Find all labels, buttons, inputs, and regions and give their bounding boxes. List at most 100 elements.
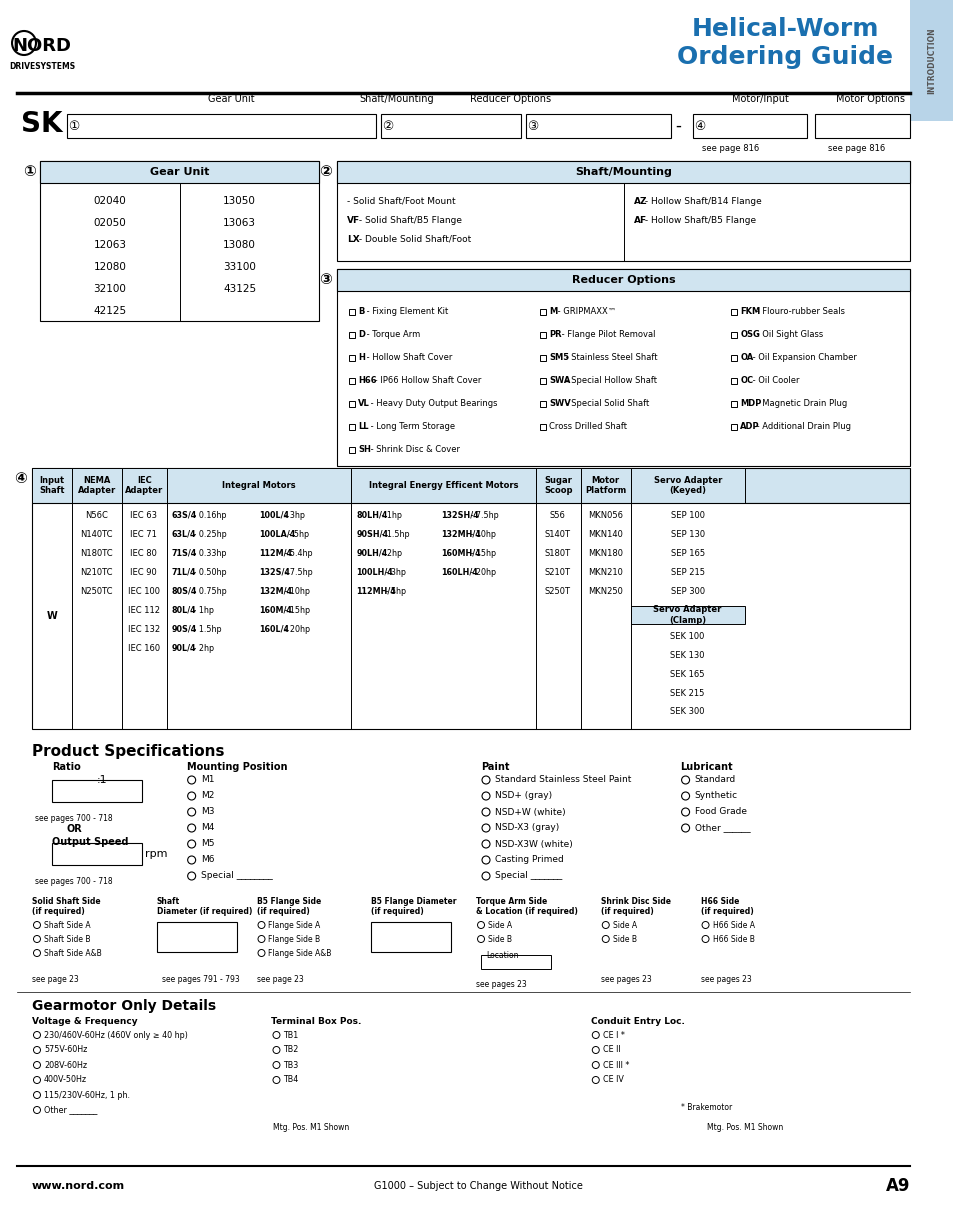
Text: ④: ④ [14,470,28,486]
Text: SEP 130: SEP 130 [670,530,704,538]
Text: - Special Hollow Shaft: - Special Hollow Shaft [562,376,657,385]
Text: TB3: TB3 [283,1061,298,1070]
Text: B: B [358,306,364,315]
Text: Location: Location [485,950,518,960]
Text: see pages 23: see pages 23 [700,976,751,984]
Bar [67,114,375,138]
Text: ①: ① [69,120,79,133]
Bar [349,355,355,361]
Text: NSD-X3W (white): NSD-X3W (white) [495,840,572,849]
Text: M: M [549,306,557,315]
Bar [539,400,546,407]
Text: INTRODUCTION: INTRODUCTION [926,27,936,94]
Bar [536,468,580,503]
Text: Mtg. Pos. M1 Shown: Mtg. Pos. M1 Shown [706,1122,782,1132]
Text: SM5: SM5 [549,353,569,361]
Text: - Double Solid Shaft/Foot: - Double Solid Shaft/Foot [355,234,471,243]
Text: Shaft Side A: Shaft Side A [44,921,91,929]
Text: Flange Side A&B: Flange Side A&B [268,949,332,957]
Text: ②: ② [318,164,332,178]
Text: MKN210: MKN210 [588,568,622,576]
Bar [337,269,909,466]
Text: M2: M2 [200,791,213,801]
Text: S56: S56 [549,510,565,519]
Text: MKN056: MKN056 [588,510,622,519]
Text: S180T: S180T [544,548,570,558]
Bar [51,842,142,864]
Text: - 7.5hp: - 7.5hp [282,568,313,576]
Text: Shaft/Mounting: Shaft/Mounting [358,94,433,104]
Text: Side A: Side A [612,921,637,929]
Text: 90S/4: 90S/4 [172,624,196,634]
Text: Servo Adapter
(Keyed): Servo Adapter (Keyed) [653,476,721,496]
Text: S210T: S210T [544,568,570,576]
Text: Special ________: Special ________ [200,872,273,880]
Text: M1: M1 [200,775,213,785]
Text: MKN140: MKN140 [588,530,622,538]
Text: 160L/4: 160L/4 [259,624,289,634]
Text: S250T: S250T [544,586,570,596]
Text: SEK 300: SEK 300 [670,707,704,717]
Text: 13050: 13050 [223,197,255,206]
Text: Motor Options: Motor Options [835,94,903,104]
Text: CE II: CE II [602,1045,619,1055]
Text: Synthetic: Synthetic [694,791,737,801]
Text: Flange Side B: Flange Side B [268,934,320,944]
Text: Shaft Side B: Shaft Side B [44,934,91,944]
Text: rpm: rpm [145,849,167,860]
Text: FKM: FKM [740,306,760,315]
Bar [815,114,909,138]
Text: SEK 215: SEK 215 [670,689,704,697]
Text: www.nord.com: www.nord.com [32,1181,125,1190]
Text: Other _______: Other _______ [44,1105,97,1115]
Bar [730,332,737,338]
Text: see pages 700 - 718: see pages 700 - 718 [35,877,112,886]
Text: Reducer Options: Reducer Options [571,275,675,284]
Text: 32100: 32100 [93,284,126,294]
Text: 80S/4: 80S/4 [172,586,197,596]
Text: IEC 71: IEC 71 [131,530,157,538]
Text: 160MH/4: 160MH/4 [440,548,480,558]
Bar [730,400,737,407]
Bar [730,424,737,430]
Text: - Solid Shaft/Foot Mount: - Solid Shaft/Foot Mount [347,197,456,205]
Text: D: D [358,330,365,338]
Text: B5 Flange Diameter
(if required): B5 Flange Diameter (if required) [371,897,456,917]
Text: - Heavy Duty Output Bearings: - Heavy Duty Output Bearings [368,398,497,408]
Text: 42125: 42125 [93,306,126,316]
Text: SH: SH [358,444,371,453]
Text: IEC
Adapter: IEC Adapter [125,476,163,496]
Bar [40,161,319,321]
Text: Torque Arm Side
& Location (if required): Torque Arm Side & Location (if required) [476,897,578,917]
Text: Standard: Standard [694,775,735,785]
Text: 02040: 02040 [93,197,126,206]
Text: DRIVESYSTEMS: DRIVESYSTEMS [9,61,75,71]
Text: - 0.16hp: - 0.16hp [191,510,226,519]
Text: SWV: SWV [549,398,570,408]
Bar [692,114,806,138]
Text: B5 Flange Side
(if required): B5 Flange Side (if required) [256,897,320,917]
Text: 71L/4: 71L/4 [172,568,196,576]
Text: Shaft
Diameter (if required): Shaft Diameter (if required) [156,897,252,917]
Bar [539,424,546,430]
Bar [630,606,744,624]
Text: TB1: TB1 [283,1031,298,1039]
Text: - Torque Arm: - Torque Arm [364,330,420,338]
Bar [539,379,546,383]
Text: NSD-X3 (gray): NSD-X3 (gray) [495,823,558,833]
Text: - 15hp: - 15hp [467,548,496,558]
Text: IEC 80: IEC 80 [131,548,157,558]
Bar [337,161,909,183]
Text: Other ______: Other ______ [694,823,749,833]
Text: 112MH/4: 112MH/4 [355,586,395,596]
Bar [730,309,737,315]
Bar [32,468,71,503]
Bar [122,468,167,503]
Text: - Hollow Shaft Cover: - Hollow Shaft Cover [364,353,452,361]
Text: Standard Stainless Steel Paint: Standard Stainless Steel Paint [495,775,631,785]
Text: 575V-60Hz: 575V-60Hz [44,1045,88,1055]
Bar [71,468,122,503]
Text: SEP 165: SEP 165 [670,548,704,558]
Text: Servo Adapter
(Clamp): Servo Adapter (Clamp) [653,606,721,625]
Text: IEC 100: IEC 100 [128,586,159,596]
